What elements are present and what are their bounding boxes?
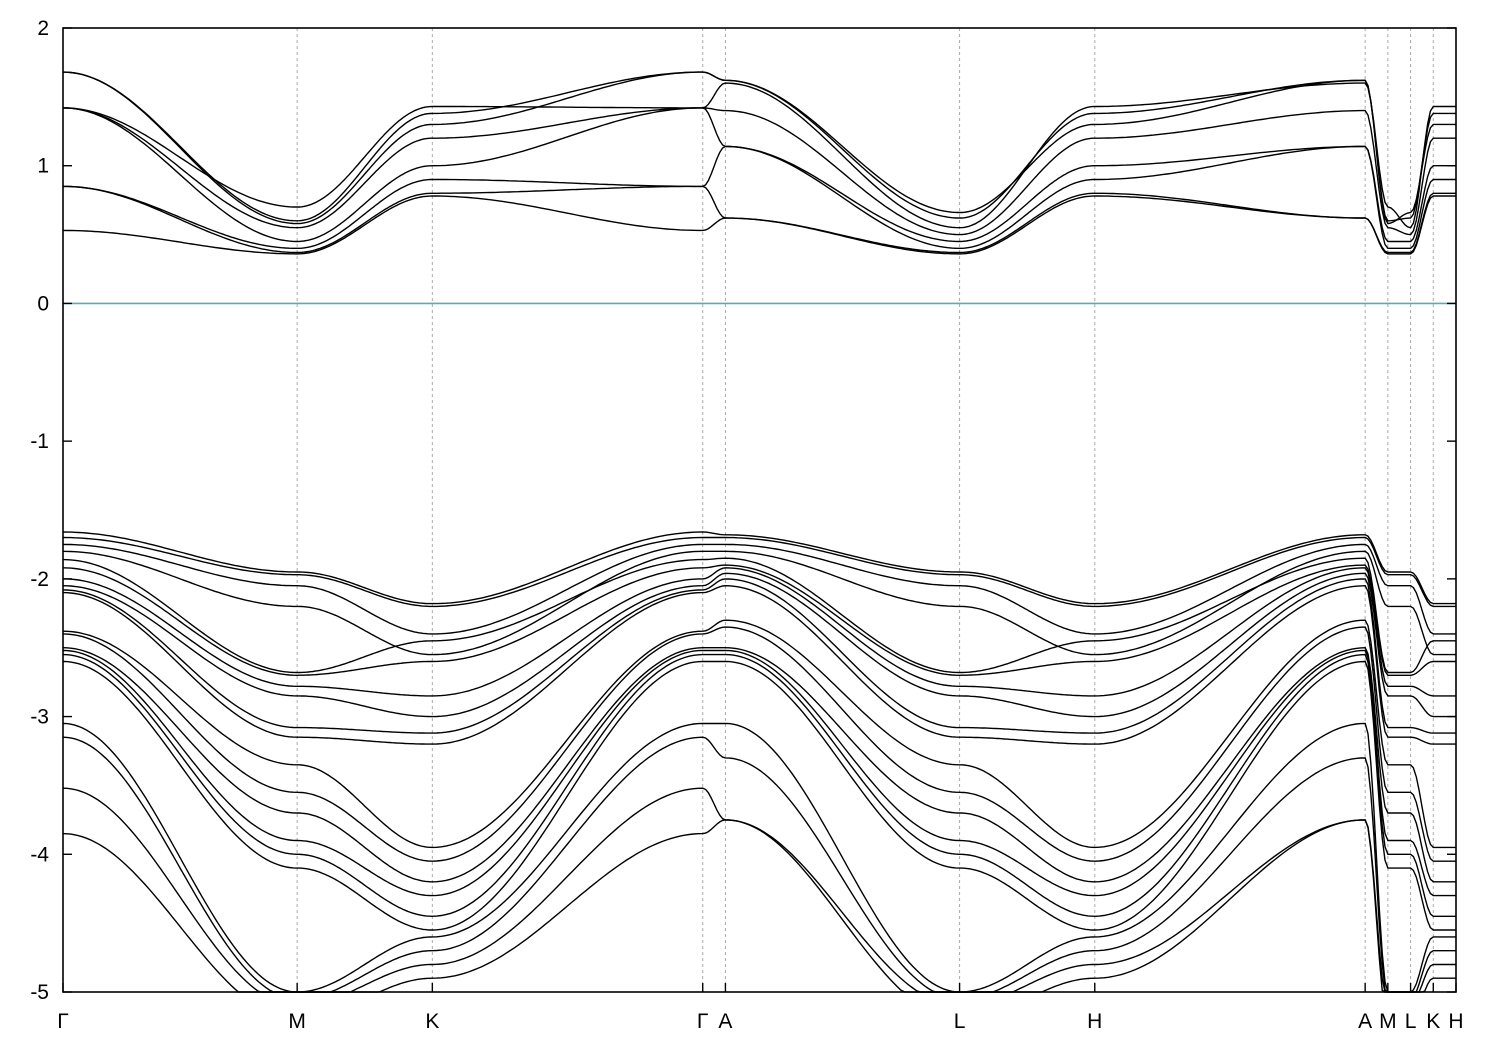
valence-band xyxy=(62,578,1456,734)
y-tick-label: -4 xyxy=(30,843,49,866)
conduction-band xyxy=(63,82,1456,229)
band-lines xyxy=(62,71,1456,993)
x-tick-label: M xyxy=(288,1010,306,1033)
x-tick-label: Γ xyxy=(697,1010,709,1033)
valence-band xyxy=(62,557,1456,674)
valence-band xyxy=(62,543,1456,635)
valence-band xyxy=(62,819,1456,993)
x-tick-label: L xyxy=(954,1010,966,1033)
y-axis-ticks: 2 1 0 -1 -2 -3 -4 -5 xyxy=(30,17,1456,1004)
x-tick-label: H xyxy=(1448,1010,1463,1033)
plot-frame-rect xyxy=(62,27,1457,993)
conduction-band xyxy=(62,71,1456,225)
valence-band xyxy=(62,572,1456,718)
y-tick-label: -5 xyxy=(30,981,49,1004)
y-tick-label: -1 xyxy=(30,430,49,453)
conduction-band xyxy=(62,195,1456,255)
valence-band xyxy=(62,536,1456,608)
plot-frame xyxy=(62,27,1457,993)
conduction-band xyxy=(62,107,1456,236)
valence-band xyxy=(63,567,1456,697)
valence-band xyxy=(62,653,1456,918)
valence-band xyxy=(62,619,1456,849)
valence-band xyxy=(62,564,1456,677)
valence-band xyxy=(62,550,1456,656)
valence-band xyxy=(62,626,1456,862)
x-tick-label: Γ xyxy=(57,1010,69,1033)
valence-band xyxy=(62,787,1456,993)
x-tick-label: A xyxy=(1358,1010,1372,1033)
valence-band xyxy=(62,531,1456,605)
valence-band xyxy=(62,722,1456,993)
y-tick-label: 0 xyxy=(37,292,49,315)
valence-band xyxy=(62,649,1456,897)
x-tick-label: L xyxy=(1405,1010,1417,1033)
grid-lines xyxy=(296,28,1434,992)
x-tick-label: H xyxy=(1087,1010,1102,1033)
valence-band xyxy=(62,736,1456,993)
y-tick-label: -3 xyxy=(30,706,49,729)
y-tick-label: -2 xyxy=(30,568,49,591)
y-tick-label: 2 xyxy=(37,17,49,40)
conduction-band xyxy=(63,145,1456,249)
valence-band xyxy=(62,646,1456,883)
x-tick-label: A xyxy=(718,1010,732,1033)
conduction-band xyxy=(62,71,1456,222)
conduction-band xyxy=(62,107,1456,243)
x-tick-label: K xyxy=(1426,1010,1440,1033)
x-tick-label: K xyxy=(425,1010,439,1033)
y-tick-label: 1 xyxy=(37,155,49,178)
valence-band xyxy=(62,660,1456,931)
x-tick-label: M xyxy=(1379,1010,1397,1033)
valence-band xyxy=(62,584,1456,745)
